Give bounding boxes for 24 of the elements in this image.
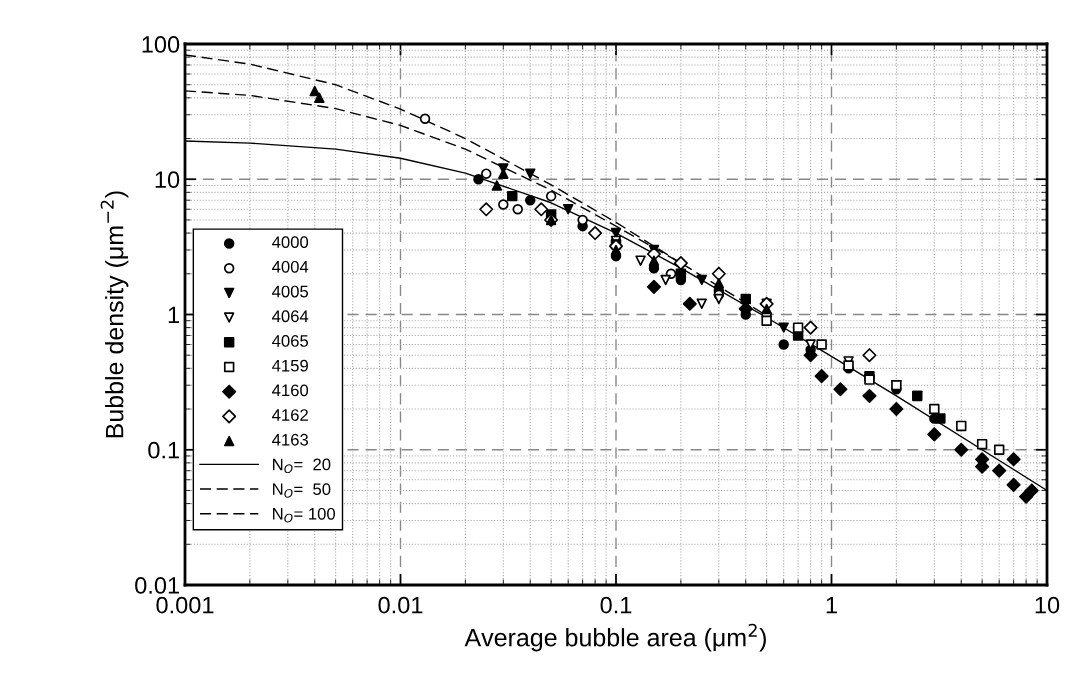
x-tick-label: 1 <box>826 596 837 614</box>
legend-label: 4163 <box>272 433 309 446</box>
legend-label: 4159 <box>272 359 308 372</box>
legend-label: N$_{O}$= 50 <box>273 483 331 498</box>
legend-label: 4005 <box>272 285 309 298</box>
y-tick-label: 0.1 <box>148 441 179 459</box>
y-axis-title: Bubble density (μm$^{−2}$) <box>100 191 129 438</box>
legend-label: N$_{O}$= 20 <box>273 458 331 474</box>
x-tick-label: 0.01 <box>378 596 423 614</box>
y-tick-label: 0.01 <box>135 577 179 594</box>
legend-label: 4160 <box>272 384 309 397</box>
legend-label: N$_{O}$= 100 <box>273 507 336 523</box>
legend-label: 4065 <box>272 335 309 347</box>
y-tick-label: 1 <box>168 306 179 324</box>
legend-label: 4162 <box>272 409 308 421</box>
x-tick-label: 0.1 <box>600 596 632 614</box>
y-tick-label: 10 <box>155 171 180 189</box>
y-tick-label: 100 <box>142 36 180 53</box>
legend-label: 4004 <box>272 260 309 273</box>
x-tick-label: 10 <box>1035 596 1060 614</box>
legend-label: 4000 <box>272 236 309 249</box>
x-axis-title: Average bubble area (μm$^{2}$) <box>464 623 766 652</box>
x-tick-label: 0.001 <box>156 596 214 614</box>
legend-label: 4064 <box>272 310 309 323</box>
